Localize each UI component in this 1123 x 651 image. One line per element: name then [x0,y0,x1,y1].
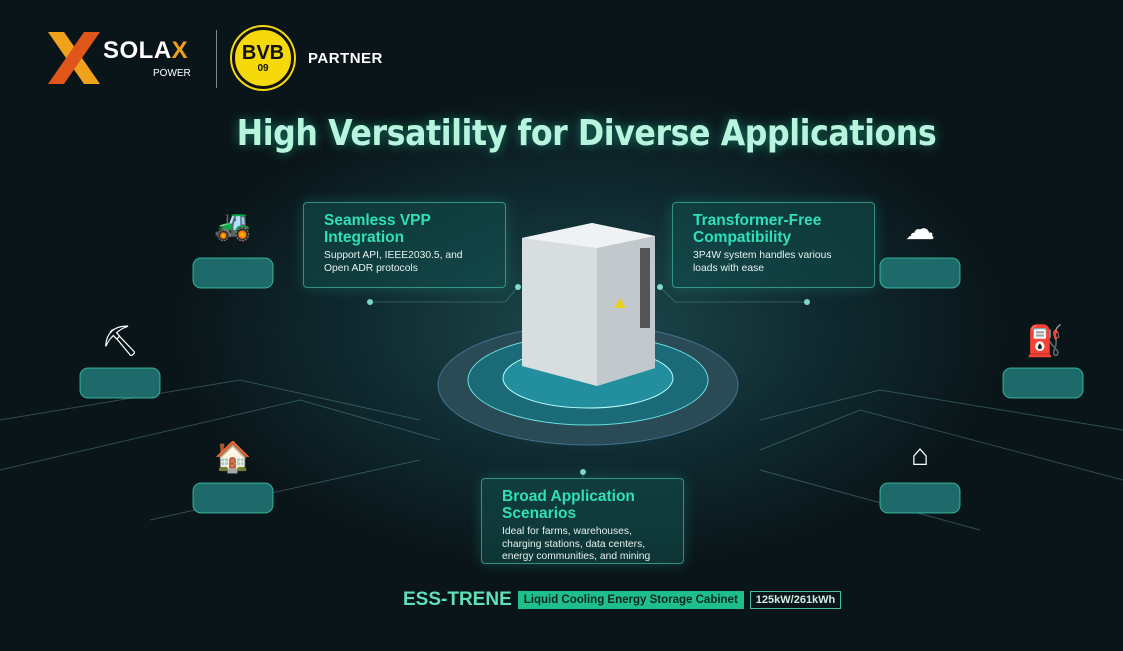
feature-card-vpp: Seamless VPP Integration Support API, IEE… [303,202,506,288]
energy-community-home-icon: ⌂ [910,439,930,472]
storage-cabinet-image [522,223,655,386]
bvb-text: BVB [241,41,285,64]
feature-text: 3P4W system handles various loads with e… [693,250,832,274]
brand-sub: POWER [153,68,191,79]
logo-divider [216,30,217,88]
feature-text: Ideal for farms, warehouses, charging st… [502,526,651,562]
feature-card-applications: Broad Application Scenarios Ideal for far… [481,478,684,564]
brand-x: X [171,37,189,64]
solax-logo-icon [48,32,100,84]
charging-station-icon: ⛽ [1026,325,1064,358]
data-center-cloud-icon: ☁ [905,213,935,246]
partner-label: PARTNER [308,50,383,67]
page-title: High Versatility for Diverse Application… [236,113,937,154]
brand-text: SOLA [103,37,172,64]
product-footer: ESS-TRENE Liquid Cooling Energy Storage … [403,589,842,611]
application-platforms [79,257,1084,514]
farm-icon: 🚜 [214,209,252,242]
bvb-year: 09 [257,62,269,74]
product-name: ESS-TRENE [403,589,512,610]
mining-icon: ⛏ [100,325,140,358]
product-description: Liquid Cooling Energy Storage Cabinet [517,591,744,609]
feature-title: Seamless VPP Integration [324,212,431,246]
bvb-logo: BVB 09 [232,27,294,89]
feature-title: Broad Application Scenarios [502,488,635,522]
brand-name: SOLAX [103,39,188,63]
product-capacity: 125kW/261kWh [749,591,842,609]
feature-card-transformer-free: Transformer-Free Compatibility 3P4W syste… [672,202,875,288]
feature-text: Support API, IEEE2030.5, and Open ADR pr… [324,250,463,274]
feature-title: Transformer-Free Compatibility [693,212,822,246]
warehouse-icon: 🏠 [214,441,252,474]
